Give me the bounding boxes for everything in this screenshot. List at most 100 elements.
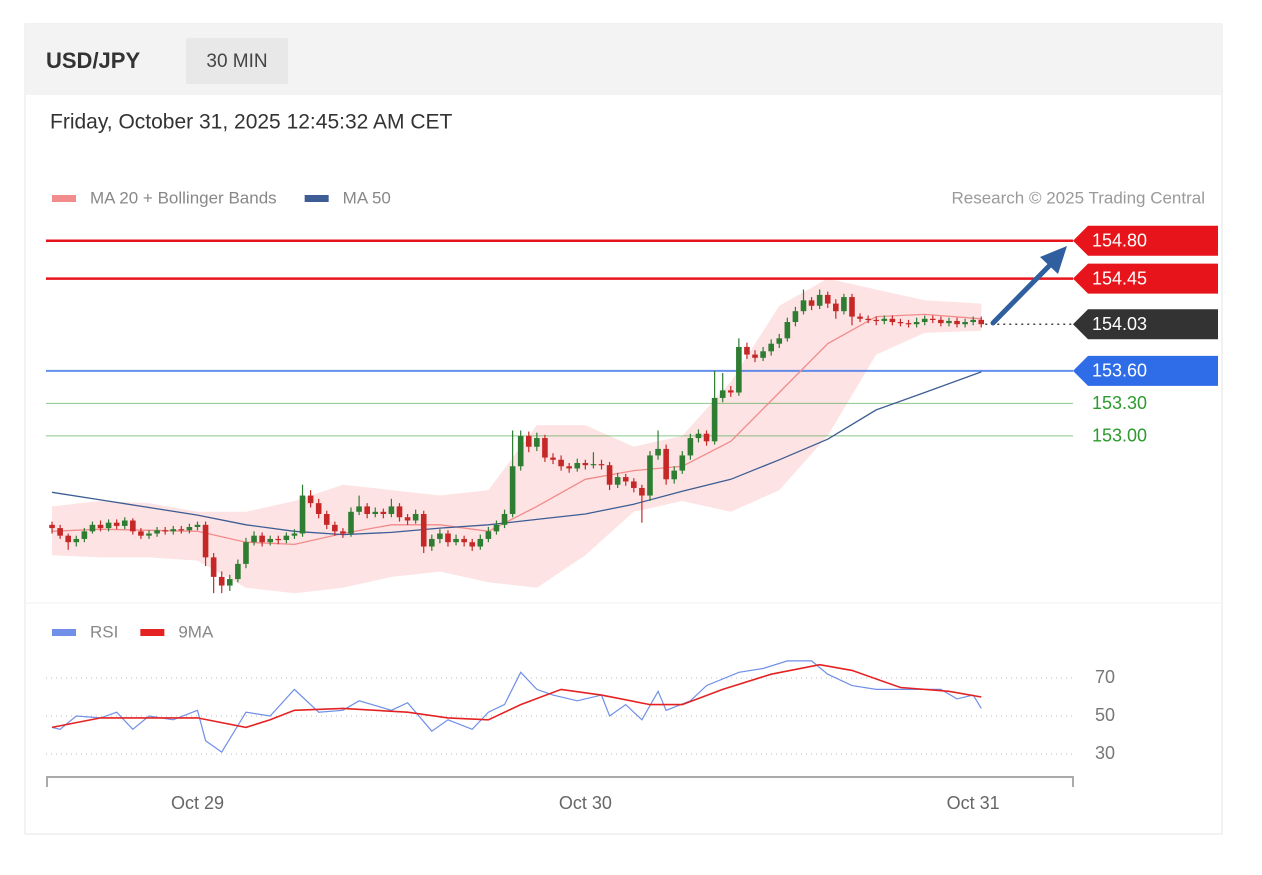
candle-body bbox=[938, 319, 944, 324]
candle-body bbox=[897, 322, 904, 324]
rsi-tick-label: 30 bbox=[1095, 743, 1115, 763]
candle-body bbox=[663, 448, 669, 480]
forecast-arrow bbox=[990, 260, 1055, 326]
candle-body bbox=[752, 354, 758, 358]
candle-body bbox=[655, 448, 661, 456]
timeframe-box bbox=[186, 38, 288, 84]
level-label: 154.80 bbox=[1092, 230, 1147, 250]
band-layer bbox=[52, 278, 982, 594]
candle-body bbox=[760, 351, 766, 358]
rsi-layer: 30 50 70 bbox=[46, 660, 1115, 763]
level-label: 153.00 bbox=[1092, 426, 1147, 446]
legend-label: MA 50 bbox=[343, 188, 391, 207]
candle-body bbox=[849, 297, 855, 317]
candle-body bbox=[792, 311, 799, 323]
candle-body bbox=[469, 542, 476, 547]
candle-body bbox=[808, 300, 815, 306]
candle-body bbox=[776, 338, 783, 344]
candle-body bbox=[881, 318, 888, 321]
legend-swatch bbox=[52, 629, 76, 636]
last-price-label: 154.03 bbox=[1092, 314, 1147, 334]
candle-body bbox=[429, 538, 435, 547]
candle-body bbox=[574, 463, 581, 469]
rsi-tick-label: 70 bbox=[1095, 667, 1115, 687]
candle-body bbox=[275, 538, 282, 541]
candle-body bbox=[453, 538, 459, 543]
candle-body bbox=[235, 563, 241, 580]
candle-body bbox=[525, 435, 532, 447]
candle-body bbox=[978, 319, 985, 325]
candle-body bbox=[905, 323, 912, 325]
candle-body bbox=[445, 533, 451, 543]
candle-body bbox=[315, 503, 322, 514]
candle-body bbox=[307, 495, 314, 504]
candle-body bbox=[186, 527, 193, 531]
candle-body bbox=[340, 531, 346, 534]
candle-body bbox=[194, 524, 201, 527]
candle-body bbox=[816, 294, 823, 306]
candle-body bbox=[267, 538, 274, 543]
candle-body bbox=[170, 529, 177, 532]
candle-body bbox=[582, 463, 589, 466]
candle-body bbox=[332, 524, 338, 532]
candle-body bbox=[243, 542, 249, 564]
candle-body bbox=[719, 390, 726, 398]
candle-body bbox=[420, 513, 427, 547]
candle-body bbox=[97, 524, 104, 529]
legend-swatch bbox=[52, 195, 76, 202]
candle-body bbox=[154, 530, 160, 534]
candle-body bbox=[138, 531, 144, 536]
subtitle: Friday, October 31, 2025 12:45:32 AM CET bbox=[50, 111, 452, 134]
candle-body bbox=[348, 511, 354, 534]
candle-body bbox=[542, 438, 548, 458]
candle-body bbox=[461, 538, 467, 543]
x-tick-label: Oct 29 bbox=[171, 793, 224, 813]
candle-body bbox=[954, 320, 960, 325]
candle-body bbox=[65, 535, 72, 543]
candle-body bbox=[857, 316, 863, 319]
candles-layer bbox=[49, 289, 985, 594]
levels-layer bbox=[46, 239, 1073, 437]
candle-body bbox=[121, 520, 128, 526]
candle-body bbox=[218, 576, 225, 586]
candle-body bbox=[647, 455, 653, 496]
candle-body bbox=[105, 522, 112, 529]
candle-body bbox=[202, 524, 209, 558]
legend-swatch bbox=[140, 629, 165, 636]
legend-label: 9MA bbox=[178, 622, 214, 641]
candle-body bbox=[396, 506, 403, 518]
candle-body bbox=[89, 524, 96, 532]
candle-body bbox=[509, 466, 516, 514]
candle-body bbox=[921, 318, 928, 323]
level-badge bbox=[1073, 225, 1218, 256]
legend-label: MA 20 + Bollinger Bands bbox=[90, 188, 277, 207]
candle-body bbox=[558, 459, 564, 467]
candle-body bbox=[703, 433, 710, 442]
candle-body bbox=[695, 433, 702, 439]
candle-body bbox=[970, 319, 976, 323]
candle-body bbox=[711, 397, 718, 442]
candle-body bbox=[929, 318, 936, 320]
candle-body bbox=[639, 487, 645, 496]
level-badge bbox=[1073, 355, 1218, 386]
legend-label: RSI bbox=[90, 622, 118, 641]
x-axis bbox=[46, 776, 1074, 787]
candle-body bbox=[865, 318, 871, 320]
candle-body bbox=[671, 470, 678, 480]
candle-body bbox=[388, 506, 395, 514]
candle-body bbox=[768, 343, 774, 352]
candle-body bbox=[113, 522, 120, 526]
candle-body bbox=[130, 520, 136, 532]
last-price-badge bbox=[1073, 309, 1218, 340]
level-label: 154.45 bbox=[1092, 268, 1147, 288]
candle-body bbox=[566, 466, 572, 469]
candle-body bbox=[437, 533, 443, 539]
candle-body bbox=[57, 528, 63, 536]
x-tick-label: Oct 31 bbox=[947, 793, 1000, 813]
chart-title: USD/JPY bbox=[46, 48, 140, 73]
candle-body bbox=[687, 438, 694, 456]
rsi-tick-label: 50 bbox=[1095, 705, 1115, 725]
level-label: 153.60 bbox=[1092, 361, 1147, 381]
candle-body bbox=[606, 465, 613, 485]
